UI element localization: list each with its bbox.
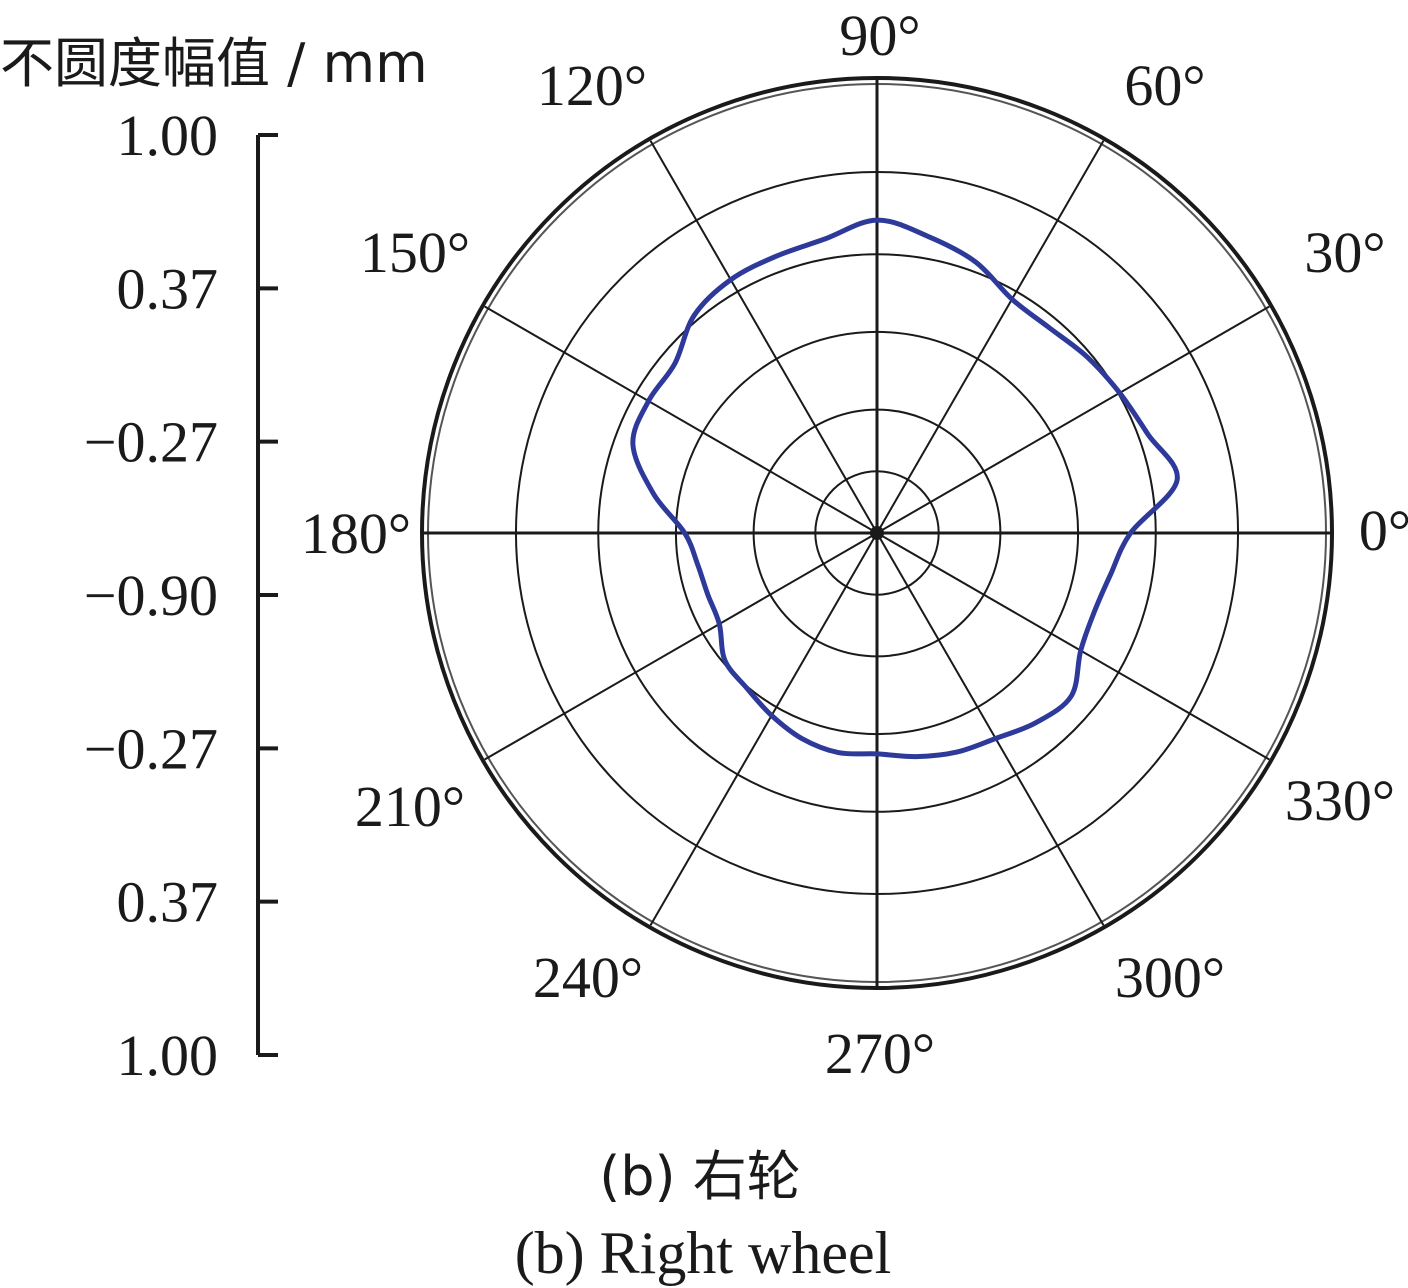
angle-label: 300° [1115, 945, 1225, 1010]
scale-tick-label: 0.37 [117, 870, 219, 935]
grid-spoke [876, 305, 1270, 534]
caption-english: (b) Right wheel [515, 1220, 892, 1286]
scale-tick-label: −0.27 [84, 716, 218, 781]
center-dot [870, 526, 884, 540]
grid-spoke [876, 532, 1270, 761]
scale-tick-label: 1.00 [117, 1023, 219, 1088]
angle-label: 120° [537, 53, 647, 118]
scale-tick-label: −0.90 [84, 563, 218, 628]
outer-ring [420, 76, 1334, 990]
caption-chinese: (b) 右轮 [599, 1145, 801, 1208]
angle-label: 0° [1359, 498, 1408, 563]
scale-tick-label: 1.00 [117, 103, 219, 168]
polar-plot: 0° 30° 60° 90° 120° 150° 180° 210° 240° 270° 300° 3… [301, 3, 1408, 1086]
angle-label: 330° [1285, 768, 1395, 833]
grid-spoke [484, 305, 878, 534]
angle-label: 270° [825, 1021, 935, 1086]
angle-label: 30° [1304, 220, 1385, 285]
angle-label: 150° [360, 220, 470, 285]
angle-label: 60° [1124, 53, 1205, 118]
scale-tick-label: −0.27 [84, 410, 218, 475]
grid-spoke [484, 532, 878, 761]
angle-label: 240° [533, 945, 643, 1010]
angle-label: 210° [355, 774, 465, 839]
angle-label: 180° [301, 501, 411, 566]
amplitude-axis-title: 不圆度幅值 / mm [0, 32, 428, 95]
series-curve [630, 217, 1180, 760]
grid-spoke [649, 532, 878, 926]
scale-tick-label: 0.37 [117, 256, 219, 321]
angle-label: 90° [839, 3, 920, 68]
grid-spoke [649, 140, 878, 534]
grid-spoke [876, 140, 1105, 534]
amplitude-scale: 1.00 0.37 −0.27 −0.90 −0.27 0.37 1.00 [84, 103, 278, 1088]
grid-spoke [876, 532, 1105, 926]
